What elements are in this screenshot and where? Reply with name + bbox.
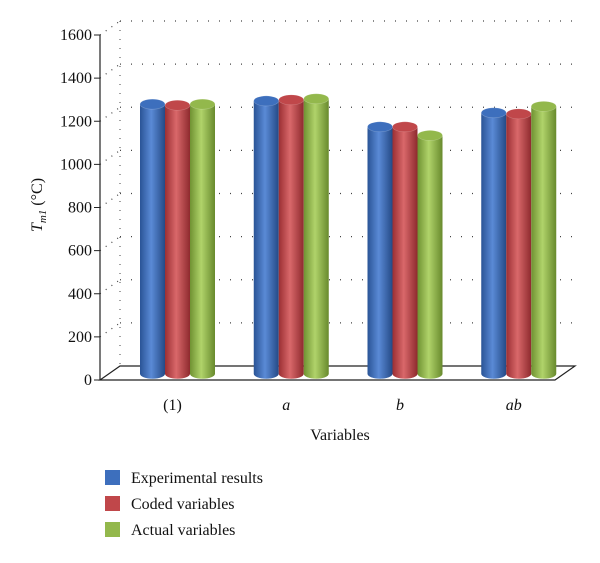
y-axis-title-main: T xyxy=(29,222,46,232)
legend-label: Experimental results xyxy=(131,470,263,487)
bar-body xyxy=(278,99,304,379)
bar-top xyxy=(303,93,330,105)
chart-floor xyxy=(98,365,577,381)
bar-body xyxy=(140,104,165,379)
x-tick-label: a xyxy=(282,397,290,414)
bar xyxy=(480,107,507,379)
bar-body xyxy=(165,105,190,379)
gridline-diagonal xyxy=(99,279,121,295)
bar xyxy=(367,121,393,379)
bar-top xyxy=(530,101,557,112)
x-category-labels: (1) a b ab xyxy=(163,397,522,414)
bar xyxy=(164,99,191,379)
bar xyxy=(505,108,532,379)
legend: Experimental results Coded variables Actua… xyxy=(105,470,263,539)
bar-body xyxy=(303,98,329,379)
bar xyxy=(253,95,280,379)
y-tick-label: 800 xyxy=(68,200,92,217)
bar-top xyxy=(164,99,191,111)
y-axis-title-unit: (°C) xyxy=(29,178,46,210)
bar-top xyxy=(505,108,532,120)
legend-label: Coded variables xyxy=(131,496,235,513)
y-tick-label: 600 xyxy=(68,243,92,260)
y-axis-title: Tm1 (°C) xyxy=(29,178,49,232)
y-axis-title-sub: m1 xyxy=(37,210,49,223)
y-tick-labels: 0 200 400 600 800 1000 1200 1400 1600 xyxy=(60,27,92,389)
axes xyxy=(94,34,577,381)
y-tick-label: 1000 xyxy=(60,156,92,173)
bar-top xyxy=(480,107,507,119)
gridline-diagonal xyxy=(99,193,121,208)
bar xyxy=(303,93,330,379)
gridline-diagonal xyxy=(99,20,121,36)
bar-body xyxy=(531,106,557,379)
x-axis-title: Variables xyxy=(310,427,370,444)
x-tick-label: ab xyxy=(506,397,522,414)
y-tick-label: 200 xyxy=(68,329,92,346)
bars xyxy=(139,93,557,379)
y-tick-label: 1200 xyxy=(60,113,92,130)
bar-top xyxy=(189,98,216,110)
gridline-diagonal xyxy=(99,106,121,122)
legend-swatch xyxy=(105,470,120,485)
bar-body xyxy=(392,126,418,379)
legend-swatch xyxy=(105,496,120,511)
y-tick-label: 1600 xyxy=(60,27,92,44)
bar-body xyxy=(417,135,443,379)
x-tick-label: (1) xyxy=(163,397,182,414)
gridline-diagonal xyxy=(99,149,121,165)
legend-swatch xyxy=(105,522,120,537)
bar-body xyxy=(367,126,393,379)
y-tick-label: 1400 xyxy=(60,70,92,87)
bar-top xyxy=(417,130,443,141)
legend-item: Experimental results xyxy=(105,470,263,487)
bar xyxy=(392,121,418,379)
gridline-diagonal xyxy=(99,63,121,79)
legend-item: Actual variables xyxy=(105,522,235,539)
y-tick-label: 400 xyxy=(68,286,92,303)
bar-top xyxy=(278,94,305,106)
bar-body xyxy=(506,113,532,379)
bar xyxy=(417,130,443,379)
bar-body xyxy=(253,100,279,379)
bar xyxy=(139,98,166,379)
x-tick-label: b xyxy=(396,397,404,414)
bar-top xyxy=(392,121,418,133)
legend-item: Coded variables xyxy=(105,496,235,513)
bar-body xyxy=(190,104,215,379)
bar xyxy=(189,98,216,379)
bar-top xyxy=(139,98,166,110)
legend-label: Actual variables xyxy=(131,522,235,539)
gridline-diagonal xyxy=(99,236,121,252)
bar-top xyxy=(367,121,393,133)
gridline-diagonal xyxy=(99,322,121,338)
bar-body xyxy=(481,112,507,379)
bar-top xyxy=(253,95,280,107)
bar xyxy=(278,94,305,379)
y-tick-label: 0 xyxy=(84,372,92,389)
bar xyxy=(530,101,557,379)
